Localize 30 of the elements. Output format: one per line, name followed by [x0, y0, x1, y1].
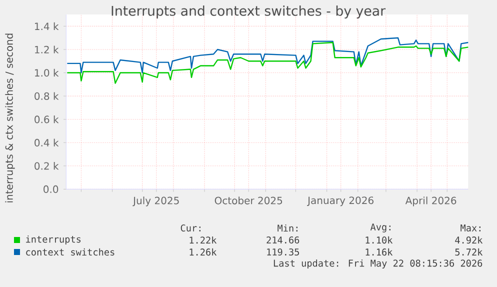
- text: Min:: [278, 224, 298, 232]
- legend-label: context switches: [26, 248, 114, 256]
- y-tick-label: 0.8 k: [34, 92, 59, 100]
- text: 1.22k: [190, 236, 217, 244]
- text: 5.72k: [455, 248, 483, 256]
- y-tick-label: 0.6 k: [34, 115, 59, 124]
- text: 214.66: [266, 236, 300, 244]
- legend-label: interrupts: [26, 235, 81, 245]
- x-tick-label: October 2025: [214, 196, 282, 204]
- y-axis-title: interrupts & ctx switches / second: [5, 34, 15, 202]
- text: 1.10k: [366, 236, 393, 244]
- chart-title: Interrupts and context switches - by year: [112, 6, 386, 18]
- x-tick-label: April 2026: [405, 196, 456, 206]
- text: 4.92k: [455, 236, 483, 244]
- text: Last update: Fri May 22 08:15:36 2026: [274, 259, 482, 269]
- y-tick-label: 1.4 k: [35, 22, 59, 30]
- text: 1.26k: [190, 248, 217, 256]
- x-tick-label: July 2025: [132, 196, 179, 206]
- text: Avg:: [370, 224, 390, 232]
- x-tick-label: January 2026: [307, 196, 374, 206]
- y-tick-label: 0.0: [44, 185, 58, 193]
- text: 1.16k: [366, 248, 393, 256]
- text: 119.35: [267, 248, 299, 256]
- text: Max:: [460, 224, 480, 232]
- y-tick-label: 1.0 k: [35, 68, 59, 77]
- text: Cur:: [180, 224, 200, 232]
- y-tick-label: 1.2 k: [35, 46, 59, 54]
- line-series: [66, 42, 469, 84]
- y-tick-label: 0.2 k: [34, 162, 59, 170]
- y-tick-label: 0.4 k: [34, 138, 59, 147]
